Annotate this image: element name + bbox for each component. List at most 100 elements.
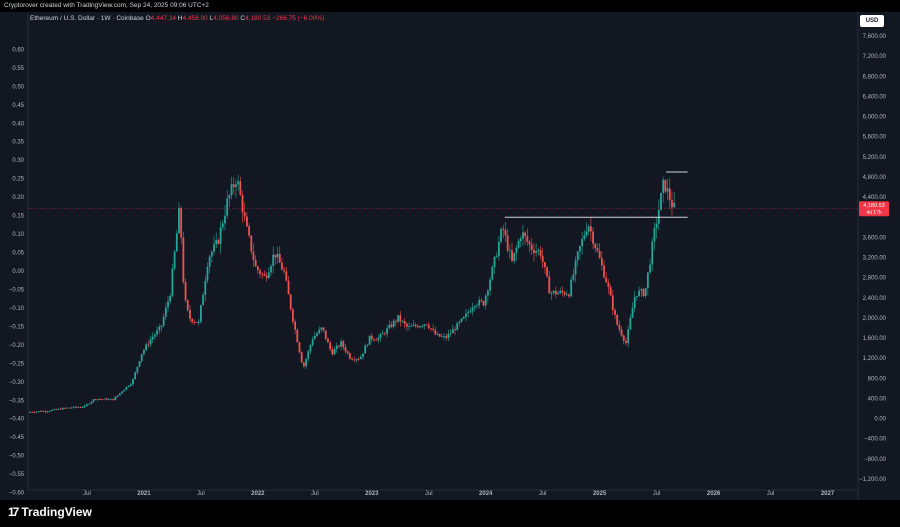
candle-body bbox=[618, 324, 621, 330]
time-axis-tick: 2027 bbox=[821, 491, 835, 497]
left-axis-tick: 0.30 bbox=[12, 158, 24, 164]
candle-body bbox=[256, 266, 259, 271]
time-axis-tick: Jul bbox=[197, 491, 205, 497]
candle-body bbox=[283, 269, 286, 272]
candle-body bbox=[359, 357, 362, 360]
candle-body bbox=[281, 262, 283, 270]
candle-body bbox=[533, 249, 535, 254]
candle-body bbox=[77, 407, 80, 408]
candle-body bbox=[649, 264, 651, 273]
candle-body bbox=[296, 329, 299, 343]
candle-body bbox=[664, 179, 667, 192]
candle-body bbox=[502, 228, 505, 230]
candle-body bbox=[460, 318, 463, 322]
candle-body bbox=[425, 324, 428, 326]
candle-body bbox=[213, 244, 215, 252]
currency-badge[interactable]: USD bbox=[860, 15, 884, 27]
candle-body bbox=[53, 409, 56, 410]
ohlc-legend: Ethereum / U.S. Dollar · 1W · Coinbase O… bbox=[30, 15, 325, 22]
candle-body bbox=[458, 321, 461, 323]
candle-body bbox=[384, 333, 386, 335]
candle-body bbox=[151, 336, 154, 340]
candle-body bbox=[557, 292, 559, 295]
candle-body bbox=[143, 349, 145, 354]
candle-body bbox=[180, 208, 183, 238]
candle-body bbox=[86, 404, 88, 406]
candle-body bbox=[605, 277, 608, 283]
right-axis-tick: 6,400.00 bbox=[863, 94, 887, 100]
candle-body bbox=[48, 411, 51, 412]
candle-body bbox=[456, 322, 459, 331]
brand-name: TradingView bbox=[21, 505, 92, 519]
candle-body bbox=[103, 398, 106, 400]
candle-body bbox=[495, 256, 498, 258]
candle-body bbox=[127, 385, 130, 387]
candle-body bbox=[171, 268, 174, 297]
candle-body bbox=[441, 336, 443, 338]
candle-body bbox=[636, 295, 638, 297]
candle-body bbox=[169, 296, 172, 302]
candle-body bbox=[107, 399, 110, 400]
candle-body bbox=[390, 324, 393, 327]
candle-body bbox=[191, 318, 194, 322]
left-axis-tick: −0.20 bbox=[9, 343, 25, 349]
candle-body bbox=[193, 321, 196, 323]
candle-body bbox=[366, 344, 369, 346]
time-axis-tick: 2023 bbox=[365, 491, 379, 497]
left-axis-tick: 0.20 bbox=[12, 195, 24, 201]
candle-body bbox=[631, 308, 634, 319]
credit-bar: Cryptorover created with TradingView.com… bbox=[0, 0, 900, 12]
candle-body bbox=[543, 262, 546, 268]
candle-body bbox=[224, 215, 226, 224]
candle-body bbox=[482, 300, 485, 306]
right-axis-tick: −1,200.00 bbox=[859, 477, 887, 483]
candle-body bbox=[355, 359, 358, 360]
candle-body bbox=[33, 412, 36, 413]
left-axis-tick: 0.25 bbox=[12, 177, 24, 183]
candle-body bbox=[59, 408, 62, 410]
candle-body bbox=[550, 292, 553, 294]
candle-body bbox=[478, 300, 481, 306]
candle-body bbox=[568, 294, 570, 297]
tradingview-logo[interactable]: 17 TradingView bbox=[8, 505, 92, 519]
left-axis-tick: 0.00 bbox=[12, 269, 24, 275]
candle-body bbox=[348, 353, 351, 359]
left-axis-tick: −0.60 bbox=[9, 491, 25, 497]
candle-body bbox=[153, 334, 156, 337]
candle-body bbox=[640, 289, 643, 291]
candle-body bbox=[563, 292, 566, 295]
candle-body bbox=[272, 254, 275, 267]
candle-body bbox=[660, 192, 662, 211]
tradingview-icon: 17 bbox=[8, 505, 19, 519]
left-axis-tick: −0.25 bbox=[9, 361, 25, 367]
candle-body bbox=[451, 329, 454, 334]
candle-body bbox=[454, 329, 456, 331]
candle-body bbox=[134, 372, 137, 380]
candle-body bbox=[66, 407, 69, 409]
right-axis-tick: 5,600.00 bbox=[863, 135, 887, 141]
candle-body bbox=[666, 188, 669, 192]
candle-body bbox=[267, 272, 270, 279]
candle-body bbox=[40, 411, 42, 413]
candle-body bbox=[230, 184, 233, 196]
candle-body bbox=[285, 271, 288, 281]
right-axis-tick: 7,600.00 bbox=[863, 34, 887, 40]
right-axis-tick: 2,000.00 bbox=[863, 316, 887, 322]
candle-body bbox=[105, 398, 108, 400]
candle-body bbox=[465, 313, 467, 317]
right-axis-tick: 400.00 bbox=[868, 396, 887, 402]
candle-body bbox=[292, 309, 294, 322]
candle-body bbox=[572, 274, 575, 280]
candle-body bbox=[397, 315, 399, 322]
time-axis-tick: 2021 bbox=[137, 491, 151, 497]
candle-body bbox=[123, 389, 126, 392]
candle-body bbox=[29, 411, 31, 413]
left-axis-tick: 0.50 bbox=[12, 84, 24, 90]
candle-body bbox=[164, 307, 167, 317]
candle-body bbox=[651, 241, 654, 265]
candle-body bbox=[90, 401, 93, 404]
candle-body bbox=[335, 345, 338, 350]
right-axis-tick: 1,200.00 bbox=[863, 356, 887, 362]
candle-body bbox=[302, 362, 305, 367]
price-chart[interactable]: 7,600.00 7,200.00 6,800.00 6,400.00 6,000.00… bbox=[0, 12, 900, 500]
